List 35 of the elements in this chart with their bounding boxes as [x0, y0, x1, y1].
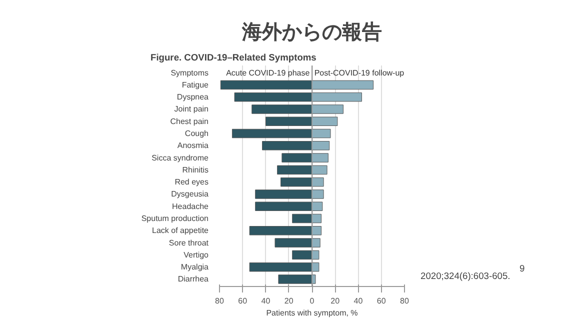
x-axis-title: Patients with symptom, % — [266, 308, 358, 318]
x-tick-label: 40 — [354, 296, 364, 306]
y-tick-label: Myalgia — [180, 262, 210, 272]
chart-title: 海外からの報告 — [241, 20, 382, 44]
y-tick-label: Dysgeusia — [171, 190, 210, 199]
y-tick-label: Dyspnea — [176, 92, 210, 102]
y-tick-label: Joint pain — [174, 104, 209, 114]
text: 9 — [520, 263, 525, 274]
bar — [278, 274, 312, 284]
x-tick-label: 60 — [376, 296, 386, 306]
x-tick-label: 60 — [238, 296, 248, 306]
y-tick-label: Rhinitis — [182, 165, 209, 174]
y-tick-label: Chest pain — [170, 116, 209, 126]
x-tick-label: 40 — [261, 296, 271, 306]
y-tick-label: Sputum production — [141, 214, 209, 223]
series-label: Post-COVID-19 follow-up — [314, 68, 405, 78]
x-tick-label: 80 — [400, 296, 410, 306]
y-tick-label: Red eyes — [174, 178, 208, 187]
series-label: Acute COVID-19 phase — [226, 68, 310, 78]
x-tick-label: 20 — [284, 296, 294, 306]
y-tick-label: Diarrhea — [178, 274, 210, 284]
text: 2020;324(6):603-605. — [420, 271, 510, 282]
y-tick-label: Lack of appetite — [152, 226, 210, 236]
x-tick-label: 20 — [330, 296, 340, 306]
y-tick-label: Headache — [172, 202, 210, 211]
x-tick-label: 80 — [215, 296, 224, 306]
y-tick-label: Fatigue — [182, 80, 210, 90]
y-tick-label: Anosmia — [177, 141, 210, 150]
y-tick-label: Cough — [184, 129, 209, 138]
y-tick-label: Sicca syndrome — [152, 153, 210, 162]
y-tick-label: Vertigo — [184, 250, 210, 260]
y-tick-label: Sore throat — [168, 238, 210, 248]
x-tick-label: 0 — [310, 296, 315, 306]
chart-subtitle: Figure. COVID-19–Related Symptoms — [150, 52, 316, 62]
y-axis-title: Symptoms — [170, 68, 209, 78]
